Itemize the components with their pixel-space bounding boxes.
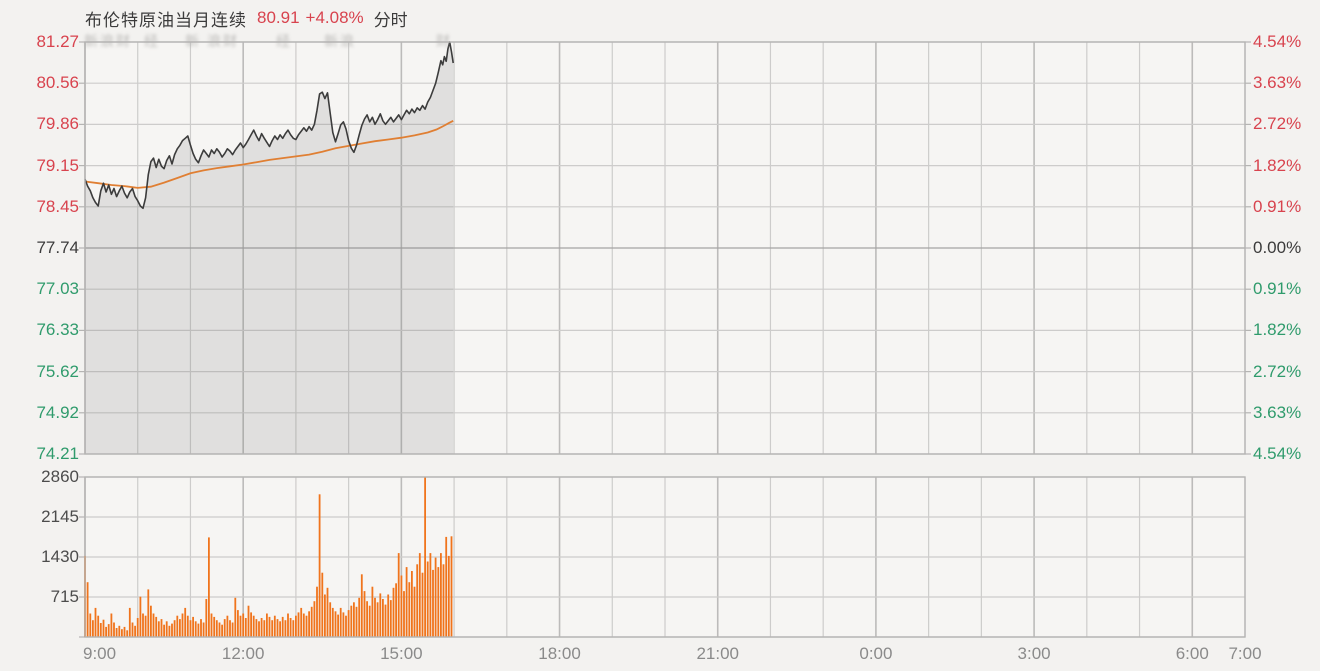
percent-axis-label: 0.91% — [1253, 279, 1302, 299]
percent-axis-label: 3.63% — [1253, 73, 1302, 93]
change-percent: +4.08% — [305, 8, 364, 27]
price-axis-label: 80.56 — [36, 73, 79, 93]
price-axis-label: 77.03 — [36, 279, 79, 299]
percent-axis-label: 4.54% — [1253, 444, 1302, 463]
price-axis-label: 81.27 — [36, 32, 79, 51]
volume-axis-label: 715 — [50, 587, 79, 606]
time-axis-label: 18:00 — [538, 644, 581, 663]
price-axis-label: 79.86 — [36, 114, 79, 134]
price-axis-label: 75.62 — [36, 361, 79, 381]
last-price: 80.91 — [257, 8, 300, 27]
percent-axis-label: 1.82% — [1253, 155, 1302, 175]
price-axis-label: 79.15 — [36, 155, 79, 175]
plot-borders — [84, 41, 1246, 638]
volume-axis-label: 2860 — [41, 467, 79, 486]
price-area-fill — [85, 42, 454, 454]
chart-type-label[interactable]: 分时 — [373, 10, 408, 30]
volume-axis-label: 1430 — [41, 547, 79, 566]
price-axis-label: 78.45 — [36, 196, 79, 216]
instrument-name: 布伦特原油当月连续 — [85, 10, 247, 30]
time-axis-label: 3:00 — [1017, 644, 1051, 663]
percent-axis-label: 0.91% — [1253, 196, 1302, 216]
time-axis-label: 21:00 — [696, 644, 739, 663]
time-axis-label: 9:00 — [83, 644, 117, 663]
average-price-line — [84, 120, 454, 189]
time-axis-label: 15:00 — [380, 644, 423, 663]
price-axis-label: 74.21 — [36, 444, 79, 463]
percent-axis-label: 2.72% — [1253, 114, 1302, 134]
price-line — [84, 41, 454, 210]
volume-axis-label: 2145 — [41, 507, 79, 526]
price-axis-label: 77.74 — [36, 238, 79, 257]
time-axis-label: 12:00 — [221, 644, 265, 663]
percent-axis-label: 2.72% — [1253, 361, 1302, 381]
percent-axis-label: 1.82% — [1253, 320, 1302, 340]
time-axis-label: 6:00 — [1175, 644, 1209, 663]
chart-header: 布伦特原油当月连续 80.91 +4.08% 分时 — [85, 6, 408, 30]
price-axis-label: 74.92 — [36, 402, 79, 422]
price-axis-label: 76.33 — [36, 320, 79, 340]
percent-axis-label: 4.54% — [1253, 32, 1302, 51]
percent-axis-label: 3.63% — [1253, 402, 1302, 422]
percent-axis-label: 0.00% — [1253, 238, 1302, 257]
time-axis-label: 0:00 — [859, 644, 893, 663]
time-axis-label: 7:00 — [1228, 644, 1262, 663]
